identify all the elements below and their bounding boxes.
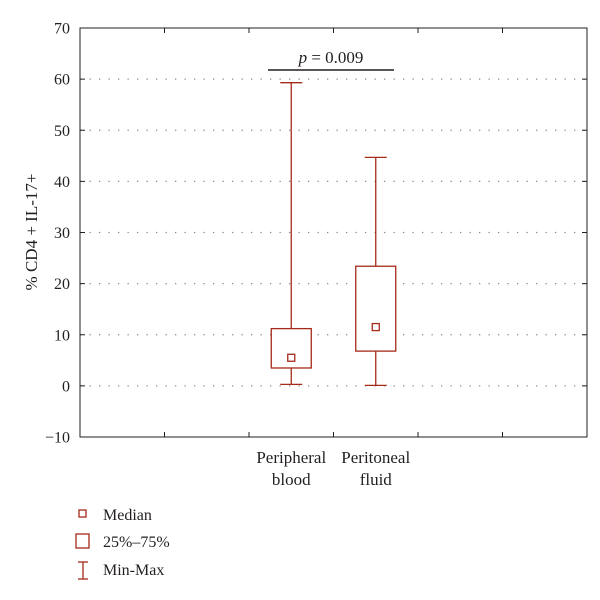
median-marker	[287, 353, 296, 362]
median-marker	[371, 322, 380, 332]
iqr-box	[355, 265, 397, 352]
legend-minmax-label: Min-Max	[103, 562, 164, 579]
y-axis-label: % CD4 + IL-17+	[22, 174, 41, 291]
box-1	[270, 82, 312, 385]
y-tick-label: 30	[54, 225, 70, 242]
y-tick-label: 10	[54, 327, 70, 344]
significance-annotation: p = 0.009	[268, 48, 394, 71]
category-label-line: Peripheral	[256, 448, 326, 467]
box-2	[355, 156, 397, 387]
p-label: p	[298, 48, 308, 67]
y-tick-label: 20	[54, 276, 70, 293]
category-label-line: Peritoneal	[341, 448, 410, 467]
category-labels: Peripheral blood Peritoneal fluid	[256, 448, 410, 489]
y-axis-ticks: −10 0 10 20 30 40 50 60 70	[45, 21, 587, 447]
category-label: Peripheral blood	[256, 448, 326, 489]
y-tick-label: 70	[54, 21, 70, 38]
p-value-annotation: p = 0.009	[298, 48, 364, 67]
p-value: = 0.009	[307, 48, 363, 67]
legend-minmax-icon	[78, 561, 88, 580]
category-label-line: blood	[272, 470, 311, 489]
box-series	[270, 82, 397, 387]
legend-iqr-label: 25%–75%	[103, 534, 170, 551]
gridlines	[80, 78, 587, 387]
y-tick-label: 60	[54, 72, 70, 89]
iqr-box	[270, 327, 312, 369]
category-label-line: fluid	[360, 470, 393, 489]
legend-median-icon	[78, 509, 87, 518]
legend-median-label: Median	[103, 507, 152, 524]
y-tick-label: −10	[45, 430, 70, 447]
legend-iqr-icon	[75, 533, 90, 549]
y-tick-label: 0	[62, 378, 70, 395]
x-axis-ticks	[164, 28, 503, 437]
y-tick-label: 50	[54, 123, 70, 140]
y-tick-label: 40	[54, 174, 70, 191]
category-label: Peritoneal fluid	[341, 448, 410, 489]
legend: Median 25%–75% Min-Max	[75, 507, 170, 580]
